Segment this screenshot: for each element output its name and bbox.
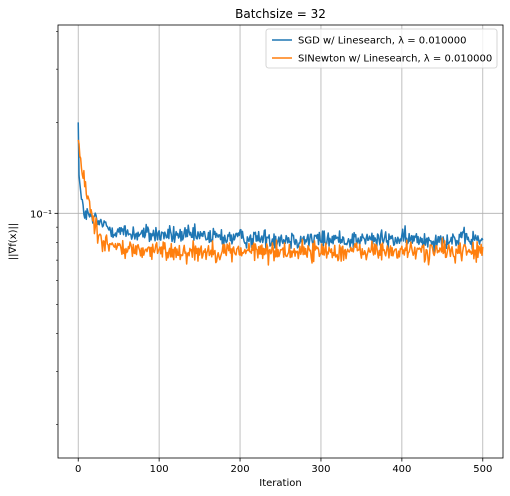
x-tick-label: 300 xyxy=(311,464,330,475)
legend-box xyxy=(265,28,498,69)
legend-label: SINewton w/ Linesearch, λ = 0.010000 xyxy=(298,54,492,65)
legend-label: SGD w/ Linesearch, λ = 0.010000 xyxy=(298,36,467,47)
x-tick-label: 0 xyxy=(75,464,81,475)
series-line-0 xyxy=(77,122,484,253)
x-tick-label: 200 xyxy=(230,464,249,475)
y-axis-label: ||∇f(x)|| xyxy=(8,223,19,260)
x-axis-label: Iteration xyxy=(259,478,301,489)
chart-title: Batchsize = 32 xyxy=(235,7,326,21)
ticks: 0 100 200 300 400 500 10⁻¹ xyxy=(30,31,492,475)
x-tick-label: 400 xyxy=(392,464,411,475)
x-tick-label: 100 xyxy=(150,464,169,475)
plot-frame xyxy=(57,24,504,459)
legend: SGD w/ Linesearch, λ = 0.010000 SINewton … xyxy=(265,28,498,69)
series-line-1 xyxy=(77,139,484,266)
y-tick-label: 10⁻¹ xyxy=(30,209,52,220)
grid xyxy=(58,25,503,458)
series-layer xyxy=(77,122,484,266)
x-tick-label: 500 xyxy=(473,464,492,475)
